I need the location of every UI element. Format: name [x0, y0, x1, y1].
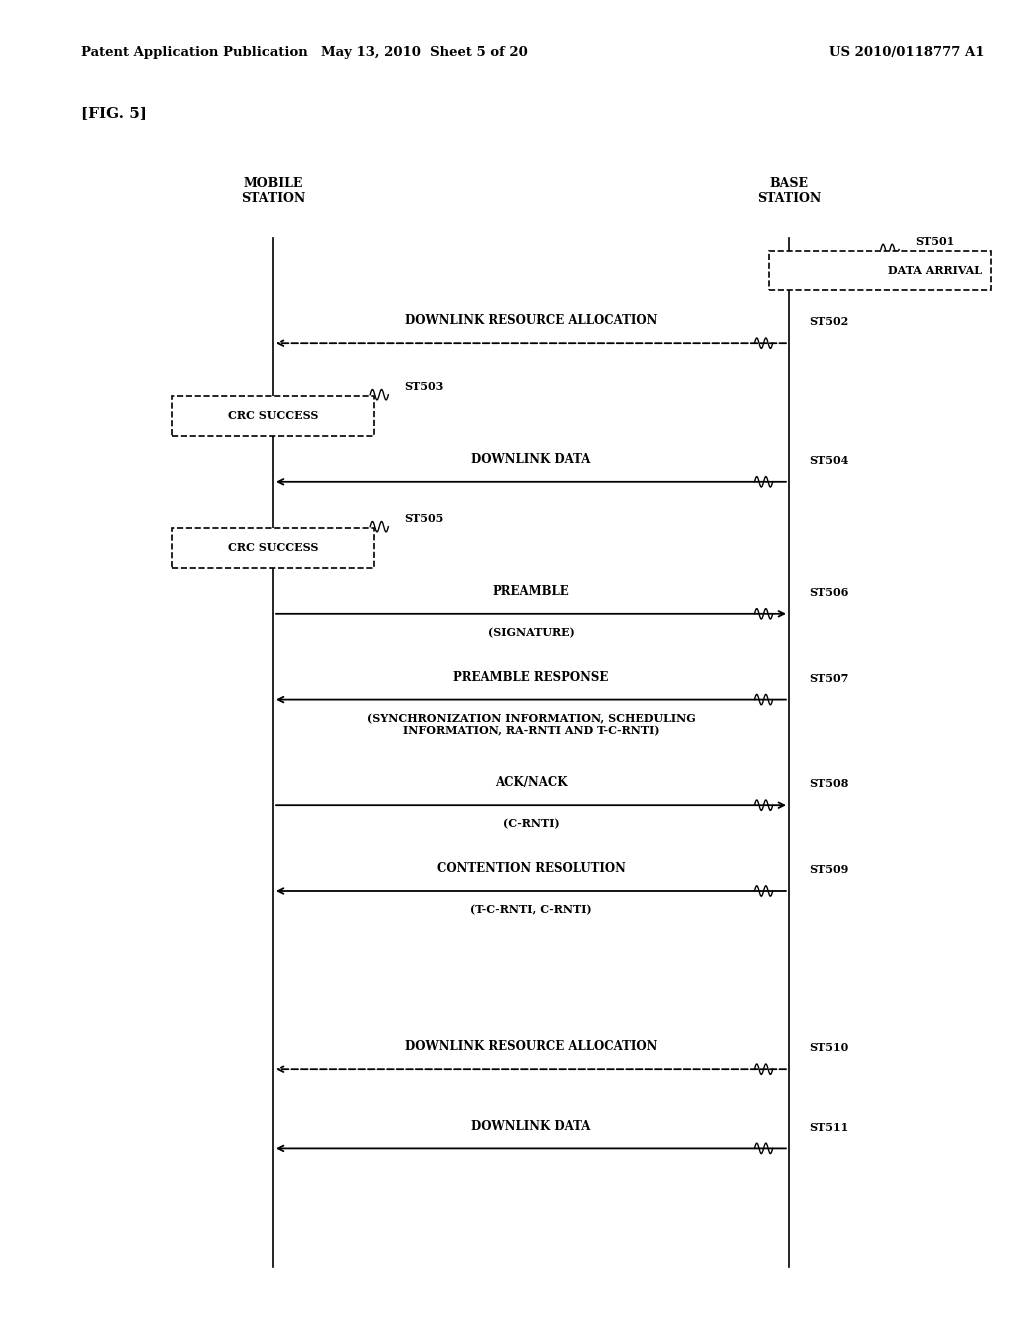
Text: ST509: ST509 [809, 865, 849, 875]
FancyBboxPatch shape [769, 251, 991, 290]
Text: BASE
STATION: BASE STATION [757, 177, 821, 205]
Text: ST502: ST502 [809, 317, 848, 327]
Text: CONTENTION RESOLUTION: CONTENTION RESOLUTION [436, 862, 626, 875]
Text: May 13, 2010  Sheet 5 of 20: May 13, 2010 Sheet 5 of 20 [322, 46, 528, 59]
Text: ST501: ST501 [915, 236, 954, 247]
Text: (SIGNATURE): (SIGNATURE) [487, 627, 574, 638]
Text: PREAMBLE: PREAMBLE [493, 585, 569, 598]
Text: DATA ARRIVAL: DATA ARRIVAL [889, 265, 982, 276]
Text: ST505: ST505 [404, 513, 444, 524]
Text: (SYNCHRONIZATION INFORMATION, SCHEDULING
INFORMATION, RA-RNTI AND T-C-RNTI): (SYNCHRONIZATION INFORMATION, SCHEDULING… [367, 713, 695, 737]
Text: MOBILE
STATION: MOBILE STATION [241, 177, 305, 205]
FancyBboxPatch shape [172, 396, 374, 436]
Text: ST511: ST511 [809, 1122, 848, 1133]
Text: DOWNLINK DATA: DOWNLINK DATA [471, 1119, 591, 1133]
Text: ST507: ST507 [809, 673, 849, 684]
Text: (C-RNTI): (C-RNTI) [503, 818, 559, 829]
Text: CRC SUCCESS: CRC SUCCESS [228, 411, 318, 421]
Text: (T-C-RNTI, C-RNTI): (T-C-RNTI, C-RNTI) [470, 904, 592, 915]
Text: DOWNLINK RESOURCE ALLOCATION: DOWNLINK RESOURCE ALLOCATION [404, 314, 657, 327]
Text: ST506: ST506 [809, 587, 849, 598]
Text: ST508: ST508 [809, 779, 849, 789]
Text: Patent Application Publication: Patent Application Publication [81, 46, 307, 59]
Text: DOWNLINK RESOURCE ALLOCATION: DOWNLINK RESOURCE ALLOCATION [404, 1040, 657, 1053]
Text: ACK/NACK: ACK/NACK [495, 776, 567, 789]
Text: US 2010/0118777 A1: US 2010/0118777 A1 [829, 46, 985, 59]
Text: DOWNLINK DATA: DOWNLINK DATA [471, 453, 591, 466]
FancyBboxPatch shape [172, 528, 374, 568]
Text: [FIG. 5]: [FIG. 5] [81, 106, 146, 120]
Text: PREAMBLE RESPONSE: PREAMBLE RESPONSE [454, 671, 608, 684]
Text: CRC SUCCESS: CRC SUCCESS [228, 543, 318, 553]
Text: ST504: ST504 [809, 455, 849, 466]
Text: ST503: ST503 [404, 381, 444, 392]
Text: ST510: ST510 [809, 1043, 848, 1053]
